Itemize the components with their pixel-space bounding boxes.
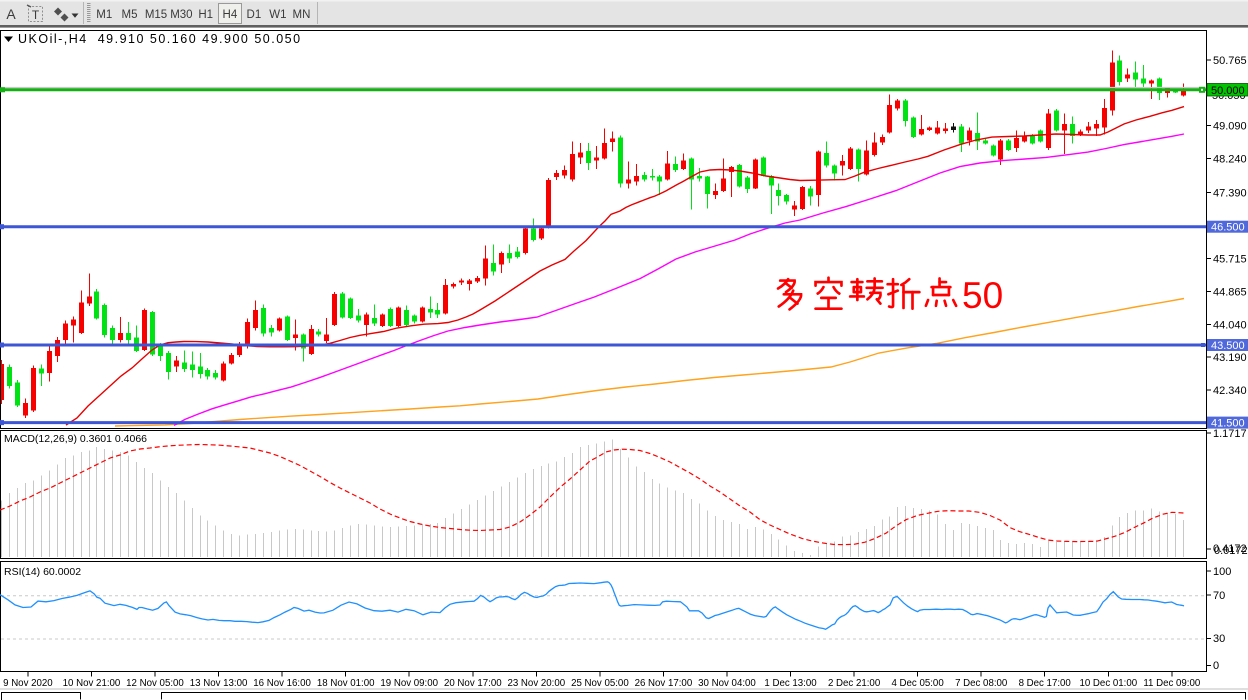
svg-text:41.500: 41.500 [1211, 418, 1245, 430]
svg-text:16 Nov 16:00: 16 Nov 16:00 [253, 678, 311, 689]
svg-text:25 Nov 05:00: 25 Nov 05:00 [571, 678, 629, 689]
svg-text:12 Nov 05:00: 12 Nov 05:00 [126, 678, 184, 689]
svg-text:4 Dec 05:00: 4 Dec 05:00 [891, 678, 944, 689]
svg-text:M5: M5 [122, 9, 138, 21]
svg-text:42.340: 42.340 [1213, 385, 1247, 397]
svg-text:50.000: 50.000 [1211, 85, 1245, 97]
svg-text:W1: W1 [269, 9, 286, 21]
svg-text:26 Nov 17:00: 26 Nov 17:00 [635, 678, 693, 689]
svg-text:44.865: 44.865 [1213, 286, 1247, 298]
svg-text:20 Nov 17:00: 20 Nov 17:00 [444, 678, 502, 689]
svg-text:50: 50 [962, 275, 1003, 316]
svg-text:13 Nov 13:00: 13 Nov 13:00 [190, 678, 248, 689]
svg-text:18 Nov 01:00: 18 Nov 01:00 [317, 678, 375, 689]
svg-text:30 Nov 04:00: 30 Nov 04:00 [698, 678, 756, 689]
svg-text:M30: M30 [170, 9, 192, 21]
svg-text:8 Dec 17:00: 8 Dec 17:00 [1019, 678, 1072, 689]
svg-text:MN: MN [293, 9, 311, 21]
svg-text:0: 0 [1213, 660, 1219, 672]
svg-text:M1: M1 [96, 9, 112, 21]
svg-text:45.715: 45.715 [1213, 253, 1247, 265]
svg-text:0.0172: 0.0172 [1214, 545, 1248, 557]
svg-text:50.765: 50.765 [1213, 55, 1247, 67]
svg-text:11 Dec 09:00: 11 Dec 09:00 [1143, 678, 1201, 689]
svg-text:10 Nov 21:00: 10 Nov 21:00 [63, 678, 121, 689]
svg-text:70: 70 [1213, 590, 1225, 602]
svg-text:1.1717: 1.1717 [1213, 428, 1247, 440]
svg-text:A: A [6, 6, 16, 22]
svg-text:44.040: 44.040 [1213, 319, 1247, 331]
svg-text:0.4172: 0.4172 [1213, 543, 1247, 555]
svg-text:47.390: 47.390 [1213, 188, 1247, 200]
svg-text:23 Nov 20:00: 23 Nov 20:00 [507, 678, 565, 689]
svg-text:MACD(12,26,9) 0.3601 0.4066: MACD(12,26,9) 0.3601 0.4066 [4, 433, 147, 445]
svg-text:H1: H1 [198, 9, 213, 21]
svg-text:T: T [32, 8, 40, 22]
svg-text:D1: D1 [247, 9, 262, 21]
svg-text:2 Dec 21:00: 2 Dec 21:00 [828, 678, 881, 689]
svg-text:M15: M15 [145, 9, 167, 21]
svg-text:7 Dec 08:00: 7 Dec 08:00 [955, 678, 1008, 689]
svg-text:43.190: 43.190 [1213, 352, 1247, 364]
svg-text:46.500: 46.500 [1211, 222, 1245, 234]
svg-text:RSI(14) 60.0002: RSI(14) 60.0002 [4, 566, 81, 578]
svg-text:100: 100 [1213, 566, 1231, 578]
svg-text:UKOil-,H4 49.910 50.160 49.90: UKOil-,H4 49.910 50.160 49.900 50.050 [18, 32, 302, 46]
svg-text:9 Nov 2020: 9 Nov 2020 [3, 678, 53, 689]
svg-text:30: 30 [1213, 633, 1225, 645]
svg-text:10 Dec 01:00: 10 Dec 01:00 [1079, 678, 1137, 689]
svg-text:43.500: 43.500 [1211, 340, 1245, 352]
svg-text:48.240: 48.240 [1213, 153, 1247, 165]
svg-text:H4: H4 [223, 9, 238, 21]
svg-text:1 Dec 13:00: 1 Dec 13:00 [764, 678, 817, 689]
svg-text:49.090: 49.090 [1213, 121, 1247, 133]
svg-text:19 Nov 09:00: 19 Nov 09:00 [380, 678, 438, 689]
